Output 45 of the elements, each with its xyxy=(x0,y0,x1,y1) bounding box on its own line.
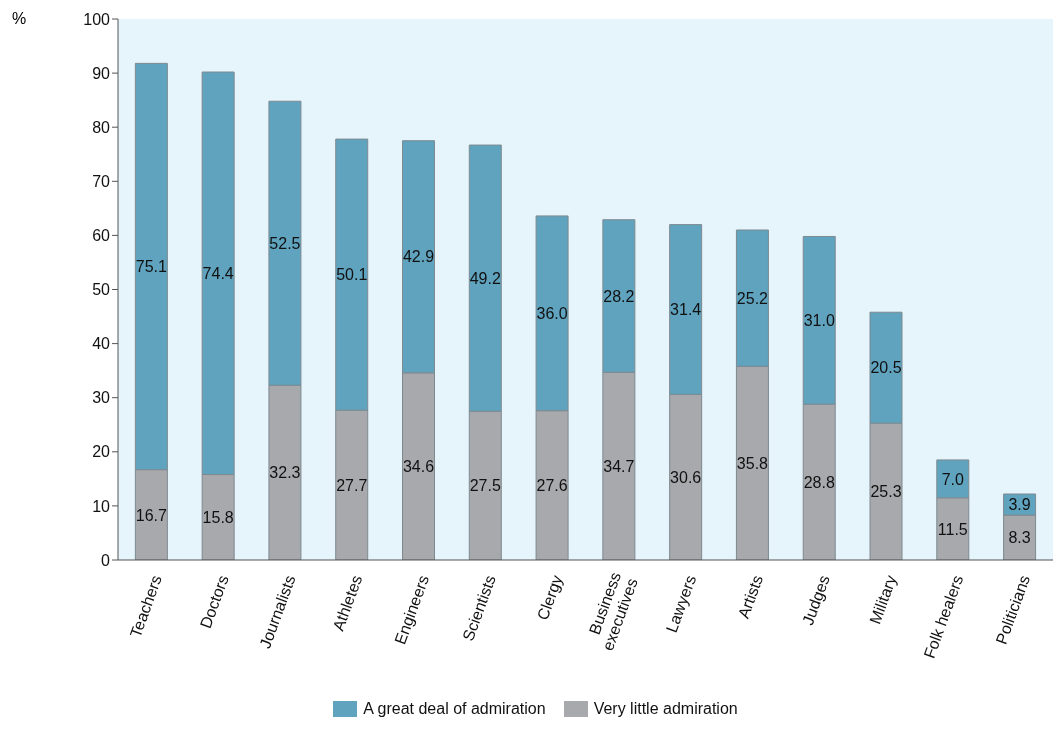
legend-label: A great deal of admiration xyxy=(362,700,546,718)
data-label: 25.2 xyxy=(736,289,769,307)
y-tick-label: 40 xyxy=(92,335,111,353)
data-label: 27.6 xyxy=(536,477,568,495)
data-label: 7.0 xyxy=(941,470,965,488)
y-tick-label: 70 xyxy=(92,172,111,190)
data-label: 25.3 xyxy=(870,483,902,501)
data-label: 15.8 xyxy=(202,508,234,526)
data-label: 31.4 xyxy=(670,301,702,319)
legend-label: Very little admiration xyxy=(592,700,738,718)
data-label: 27.5 xyxy=(469,477,501,495)
x-tick-label: Judges xyxy=(799,572,833,628)
data-label: 8.3 xyxy=(1008,529,1031,547)
data-label: 49.2 xyxy=(469,269,501,287)
data-label: 34.6 xyxy=(402,458,435,476)
data-label: 75.1 xyxy=(135,258,168,276)
y-tick-label: 90 xyxy=(92,64,111,82)
data-label: 52.5 xyxy=(269,234,301,252)
data-label: 74.4 xyxy=(202,264,234,282)
data-label: 31.0 xyxy=(803,312,835,330)
data-label: 28.2 xyxy=(603,287,635,305)
data-label: 34.7 xyxy=(603,457,635,475)
y-tick-label: 0 xyxy=(101,551,111,569)
data-label: 36.0 xyxy=(536,304,568,322)
y-tick-label: 100 xyxy=(83,10,111,28)
data-label: 50.1 xyxy=(336,266,368,284)
x-tick-label: Clergy xyxy=(533,572,566,623)
data-label: 20.5 xyxy=(870,359,902,377)
y-tick-label: 80 xyxy=(92,118,111,136)
data-label: 3.9 xyxy=(1008,496,1031,514)
y-tick-label: 60 xyxy=(92,227,111,245)
data-label: 35.8 xyxy=(736,454,769,472)
y-axis-title: % xyxy=(12,10,27,28)
data-label: 30.6 xyxy=(670,468,702,486)
data-label: 28.8 xyxy=(803,473,835,491)
y-tick-label: 30 xyxy=(92,389,111,407)
y-tick-label: 10 xyxy=(92,497,111,515)
x-tick-label: Artists xyxy=(734,572,766,621)
data-label: 32.3 xyxy=(269,464,301,482)
y-tick-label: 20 xyxy=(92,443,111,461)
data-label: 42.9 xyxy=(402,248,435,266)
data-label: 11.5 xyxy=(937,520,968,538)
data-label: 16.7 xyxy=(135,506,168,524)
data-label: 27.7 xyxy=(336,476,368,494)
y-tick-label: 50 xyxy=(92,281,111,299)
